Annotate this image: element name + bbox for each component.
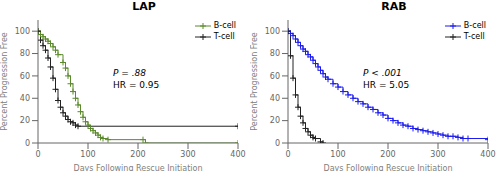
svg-text:Percent Progression Free: Percent Progression Free	[250, 32, 259, 131]
html-text:P < .001: P < .001	[363, 67, 402, 78]
html-text:LAP: LAP	[132, 0, 156, 13]
svg-text:0: 0	[285, 150, 290, 159]
svg-text:100: 100	[80, 150, 95, 159]
svg-text:100: 100	[330, 150, 345, 159]
html-text:HR = 5.05: HR = 5.05	[363, 79, 410, 90]
svg-text:200: 200	[130, 150, 145, 159]
svg-text:0: 0	[35, 150, 40, 159]
svg-text:20: 20	[270, 116, 280, 125]
svg-text:Percent Progression Free: Percent Progression Free	[8, 32, 9, 131]
svg-text:Days Following Rescue Initiati: Days Following Rescue Initiation	[74, 164, 203, 171]
svg-text:40: 40	[20, 94, 30, 103]
svg-text:100: 100	[265, 27, 280, 36]
svg-text:100: 100	[15, 27, 30, 36]
svg-text:300: 300	[430, 150, 445, 159]
svg-text:60: 60	[270, 72, 280, 81]
html-text:RAB: RAB	[381, 0, 407, 13]
html-text:T-cell: T-cell	[463, 32, 485, 41]
svg-text:400: 400	[480, 150, 492, 159]
svg-text:300: 300	[180, 150, 195, 159]
html-text:B-cell: B-cell	[213, 21, 236, 30]
svg-text:40: 40	[270, 94, 280, 103]
svg-text:0: 0	[25, 139, 30, 148]
svg-text:20: 20	[20, 116, 30, 125]
svg-text:Days Following Rescue Initiati: Days Following Rescue Initiation	[324, 164, 453, 171]
html-text:HR = 0.95: HR = 0.95	[113, 79, 160, 90]
svg-text:80: 80	[20, 49, 30, 58]
html-text:P = .88: P = .88	[113, 67, 146, 78]
svg-text:200: 200	[380, 150, 395, 159]
svg-text:400: 400	[230, 150, 245, 159]
html-text:B-cell: B-cell	[463, 21, 486, 30]
svg-text:60: 60	[20, 72, 30, 81]
svg-text:80: 80	[270, 49, 280, 58]
html-text:T-cell: T-cell	[213, 32, 235, 41]
svg-text:0: 0	[275, 139, 280, 148]
